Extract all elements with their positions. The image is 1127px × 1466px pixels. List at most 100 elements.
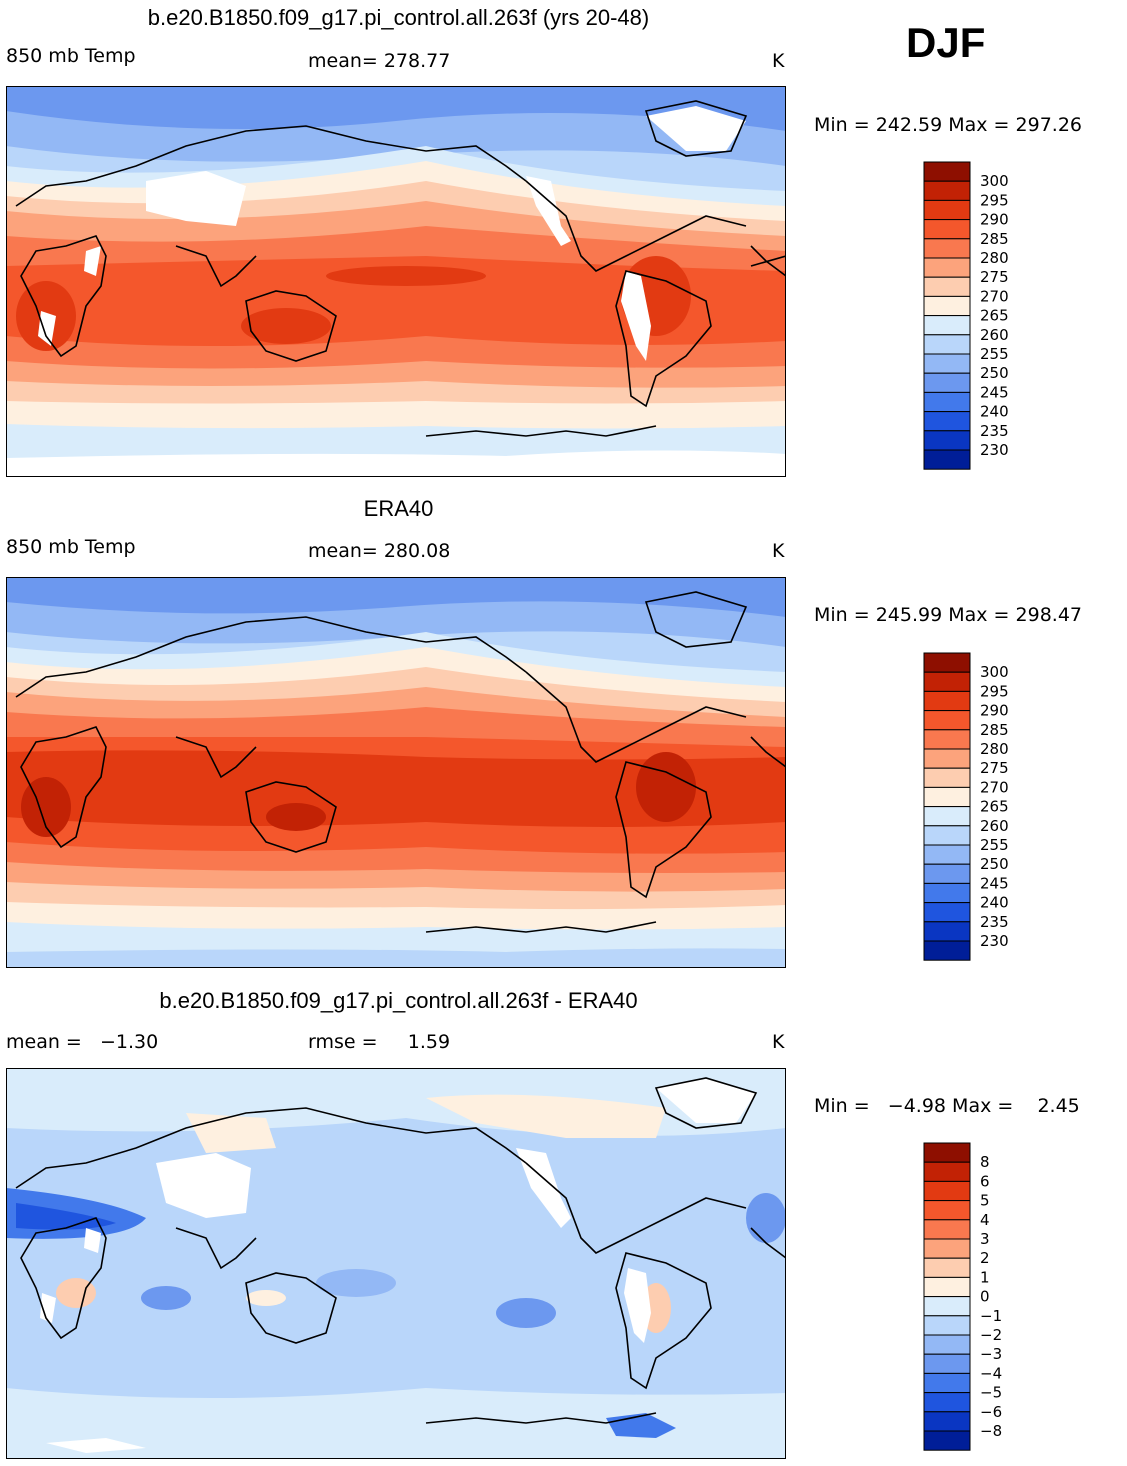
colorbar-box — [923, 257, 971, 278]
panel1-colorbar: 3002952902852802752702652602552502452402… — [923, 161, 1009, 470]
colorbar-box — [923, 1430, 971, 1451]
colorbar-box — [923, 882, 971, 904]
panel2-variable-label: 850 mb Temp — [6, 536, 136, 558]
panel1-variable-label: 850 mb Temp — [6, 45, 136, 67]
colorbar-box — [923, 353, 971, 374]
colorbar-label: −8 — [980, 1422, 1002, 1440]
colorbar-box — [923, 940, 971, 961]
colorbar-label: 0 — [980, 1288, 990, 1306]
colorbar-label: 2 — [980, 1249, 990, 1267]
colorbar-box — [923, 1219, 971, 1240]
colorbar-label: 255 — [980, 836, 1009, 854]
colorbar-box — [923, 449, 971, 470]
colorbar-label: 260 — [980, 326, 1009, 344]
colorbar-label: 275 — [980, 759, 1009, 777]
colorbar-box — [923, 767, 971, 788]
colorbar-box — [923, 1238, 971, 1259]
panel2-minmax-label: Min = 245.99 Max = 298.47 — [814, 604, 1082, 626]
colorbar-label: 245 — [980, 874, 1009, 892]
colorbar-box — [923, 729, 971, 750]
colorbar-box — [923, 276, 971, 297]
colorbar-label: 280 — [980, 249, 1009, 267]
colorbar-label: 4 — [980, 1211, 990, 1229]
panel1-minmax-label: Min = 242.59 Max = 297.26 — [814, 114, 1082, 136]
colorbar-box — [923, 671, 971, 692]
colorbar-box — [923, 844, 971, 865]
panel2-title: ERA40 — [363, 496, 434, 521]
colorbar-label: −4 — [980, 1364, 1002, 1382]
coastlines — [15, 100, 786, 437]
colorbar-boxes — [923, 652, 971, 961]
colorbar-label: 265 — [980, 307, 1009, 325]
panel3-mean-label: mean = −1.30 — [6, 1031, 159, 1053]
colorbar-label: 6 — [980, 1172, 990, 1190]
colorbar-label: 260 — [980, 817, 1009, 835]
colorbar-label: 235 — [980, 422, 1009, 440]
colorbar-label: 250 — [980, 855, 1009, 873]
colorbar-label: −6 — [980, 1403, 1002, 1421]
panel2-colorbar: 3002952902852802752702652602552502452402… — [923, 652, 1009, 961]
colorbar-label: 270 — [980, 287, 1009, 305]
panel3-title: b.e20.B1850.f09_g17.pi_control.all.263f … — [159, 988, 638, 1013]
colorbar-box — [923, 411, 971, 432]
colorbar-label: 240 — [980, 403, 1009, 421]
panel2-mean-label: mean= 280.08 — [308, 540, 451, 562]
colorbar-boxes — [923, 161, 971, 470]
colorbar-label: 275 — [980, 268, 1009, 286]
colorbar-box — [923, 748, 971, 769]
colorbar-box — [923, 1257, 971, 1278]
panel3-units-label: K — [772, 1031, 785, 1053]
colorbar-box — [923, 1334, 971, 1355]
colorbar-label: 240 — [980, 894, 1009, 912]
colorbar-label: 295 — [980, 191, 1009, 209]
colorbar-label: 290 — [980, 702, 1009, 720]
colorbar-label: −5 — [980, 1384, 1002, 1402]
colorbar-label: 300 — [980, 172, 1009, 190]
colorbar-box — [923, 219, 971, 240]
season-label: DJF — [906, 19, 986, 66]
colorbar-box — [923, 1180, 971, 1202]
colorbar-label: 290 — [980, 211, 1009, 229]
colorbar-box — [923, 690, 971, 712]
colorbar-box — [923, 863, 971, 884]
colorbar-box — [923, 334, 971, 355]
colorbar-label: 265 — [980, 798, 1009, 816]
colorbar-label: −2 — [980, 1326, 1002, 1344]
panel1-title: b.e20.B1850.f09_g17.pi_control.all.263f … — [147, 5, 650, 30]
colorbar-label: 8 — [980, 1153, 990, 1171]
colorbar-box — [923, 1142, 971, 1163]
panel1-map — [6, 86, 786, 477]
colorbar-box — [923, 315, 971, 336]
colorbar-box — [923, 806, 971, 827]
colorbar-box — [923, 1200, 971, 1221]
colorbar-box — [923, 1161, 971, 1182]
colorbar-box — [923, 1315, 971, 1336]
colorbar-label: 295 — [980, 682, 1009, 700]
colorbar-box — [923, 295, 971, 317]
colorbar-box — [923, 1372, 971, 1394]
colorbar-labels: 3002952902852802752702652602552502452402… — [980, 663, 1009, 950]
colorbar-label: 235 — [980, 913, 1009, 931]
colorbar-box — [923, 786, 971, 808]
colorbar-label: 230 — [980, 932, 1009, 950]
colorbar-label: 250 — [980, 364, 1009, 382]
panel3-map — [6, 1068, 786, 1459]
colorbar-box — [923, 372, 971, 393]
panel2-units-label: K — [772, 540, 785, 562]
colorbar-label: 230 — [980, 441, 1009, 459]
colorbar-box — [923, 1353, 971, 1374]
panel1-mean-label: mean= 278.77 — [308, 50, 451, 72]
colorbar-box — [923, 391, 971, 413]
colorbar-labels: 3002952902852802752702652602552502452402… — [980, 172, 1009, 459]
colorbar-box — [923, 430, 971, 451]
colorbar-box — [923, 921, 971, 942]
colorbar-label: 285 — [980, 721, 1009, 739]
colorbar-label: 255 — [980, 345, 1009, 363]
map-frame — [6, 86, 786, 477]
colorbar-label: 285 — [980, 230, 1009, 248]
colorbar-box — [923, 1276, 971, 1298]
colorbar-box — [923, 902, 971, 923]
colorbar-box — [923, 238, 971, 259]
colorbar-label: 245 — [980, 383, 1009, 401]
